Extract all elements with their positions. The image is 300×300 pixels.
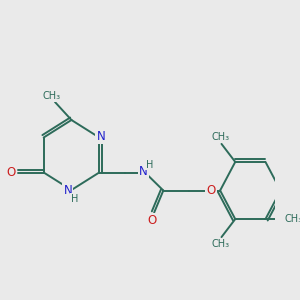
Text: N: N [63,184,72,197]
Text: CH₃: CH₃ [42,91,60,101]
Text: O: O [206,184,216,197]
Text: N: N [97,130,105,143]
Text: O: O [148,214,157,227]
Text: O: O [6,166,15,179]
Text: CH₃: CH₃ [285,214,300,224]
Text: N: N [139,165,148,178]
Text: CH₃: CH₃ [212,239,230,249]
Text: H: H [146,160,153,170]
Text: CH₃: CH₃ [212,132,230,142]
Text: H: H [71,194,79,204]
